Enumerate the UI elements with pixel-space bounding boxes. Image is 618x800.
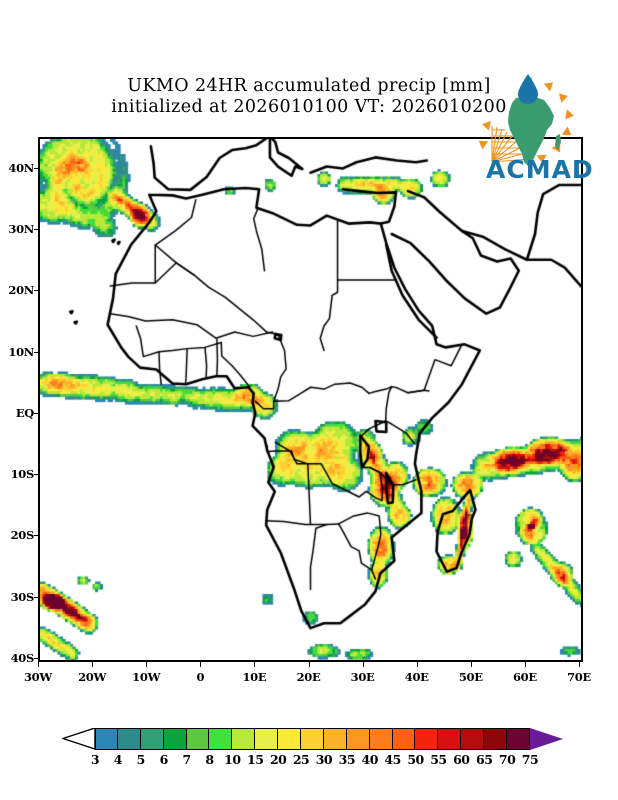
latitude-label: EQ: [15, 405, 34, 420]
longitude-label: 20E: [296, 670, 321, 684]
latitude-tick: [34, 535, 39, 537]
colorbar-tick-label: 6: [159, 752, 169, 767]
colorbar-tick-label: 40: [361, 752, 379, 767]
colorbar-tick-label: 50: [407, 752, 424, 767]
latitude-tick: [34, 596, 39, 598]
colorbar-swatch: [278, 728, 302, 750]
colorbar-tick-label: 10: [224, 752, 241, 767]
logo-text: ACMAD: [486, 155, 594, 182]
colorbar-swatch: [415, 728, 439, 750]
colorbar-swatch: [323, 728, 347, 750]
colorbar-swatch: [301, 728, 324, 750]
colorbar-tick-label: 3: [90, 752, 100, 767]
latitude-tick: [34, 228, 39, 230]
colorbar-tick-label: 15: [247, 752, 264, 767]
longitude-label: 30W: [23, 670, 53, 684]
colorbar-swatch: [507, 728, 530, 750]
colorbar-swatch: [209, 728, 233, 750]
logo-fan-lines: [491, 126, 530, 163]
colorbar-cells: [95, 728, 530, 750]
latitude-tick: [34, 658, 39, 659]
colorbar-swatch: [255, 728, 279, 750]
longitude-tick: [362, 662, 364, 667]
colorbar-swatch: [117, 728, 141, 750]
longitude-tick: [92, 662, 94, 667]
colorbar-tick-label: 8: [205, 752, 214, 767]
longitude-label: 50E: [458, 670, 483, 684]
colorbar-swatch: [438, 728, 462, 750]
precipitation-map: [38, 137, 583, 662]
latitude-tick: [34, 167, 39, 169]
longitude-label: 20W: [78, 670, 107, 684]
longitude-tick: [200, 662, 202, 667]
logo-africa-shape: [508, 96, 554, 166]
longitude-label: 70E: [567, 670, 591, 684]
latitude-label: 40S: [10, 651, 35, 665]
precipitation-field-canvas: [40, 139, 581, 660]
colorbar-tick-label: 25: [292, 752, 310, 767]
logo-water-drop-icon: [518, 74, 538, 104]
colorbar-tick-label: 5: [136, 752, 146, 767]
colorbar-swatch: [392, 728, 416, 750]
logo-madagascar-shape: [555, 134, 561, 150]
acmad-logo: ACMAD: [478, 74, 594, 182]
latitude-label: 10N: [8, 344, 34, 359]
colorbar-swatch: [232, 728, 256, 750]
longitude-tick: [470, 662, 472, 667]
longitude-tick: [38, 662, 39, 667]
latitude-tick: [34, 351, 39, 353]
colorbar-over-cap: [530, 728, 563, 750]
colorbar-under-cap: [62, 728, 96, 750]
colorbar-tick-label: 60: [453, 752, 470, 767]
latitude-tick: [34, 412, 39, 414]
longitude-axis: 30W 20W 10W 0 10E 20E 30E 40E 50E 60E 70E: [24, 662, 591, 688]
colorbar-tick-label: 45: [384, 752, 401, 767]
colorbar-swatch: [346, 728, 370, 750]
latitude-tick: [34, 474, 39, 476]
colorbar-swatch: [484, 728, 508, 750]
colorbar-swatch: [140, 728, 164, 750]
colorbar-tick-label: 75: [521, 752, 539, 767]
colorbar-swatch: [186, 728, 210, 750]
latitude-label: 30S: [10, 589, 35, 604]
longitude-tick: [416, 662, 418, 667]
colorbar-tick-label: 65: [476, 752, 493, 767]
latitude-label: 20S: [10, 528, 35, 543]
latitude-tick: [34, 290, 39, 292]
latitude-label: 20N: [8, 283, 34, 298]
longitude-label: 10W: [132, 670, 161, 684]
colorbar-swatch: [461, 728, 485, 750]
longitude-tick: [254, 662, 256, 667]
colorbar-tick-label: 4: [113, 752, 123, 767]
longitude-label: 10E: [242, 670, 267, 684]
colorbar-swatch: [163, 728, 187, 750]
colorbar-tick-label: 35: [338, 752, 356, 767]
colorbar-swatch: [95, 728, 118, 750]
longitude-label: 60E: [512, 670, 537, 684]
colorbar-tick-label: 70: [498, 752, 516, 767]
colorbar-tick-label: 30: [315, 752, 333, 767]
colorbar-tick-label: 55: [430, 752, 447, 767]
latitude-label: 30N: [8, 221, 34, 236]
longitude-label: 0: [196, 670, 205, 684]
longitude-label: 40E: [404, 670, 429, 684]
latitude-axis: 40N 30N 20N 10N EQ 10S 20S 30S 40S: [0, 137, 39, 665]
longitude-label: 30E: [350, 670, 375, 684]
latitude-label: 10S: [10, 467, 35, 482]
longitude-tick: [524, 662, 526, 667]
longitude-tick: [579, 662, 580, 667]
latitude-label: 40N: [8, 160, 34, 175]
colorbar-tick-label: 20: [269, 752, 287, 767]
colorbar: 3 4 5 6 7 8 10 15 20 25 30 35 40 45 50 55 60 65 70 75: [0, 722, 618, 782]
longitude-tick: [146, 662, 148, 667]
colorbar-tick-label: 7: [182, 752, 191, 767]
colorbar-swatch: [369, 728, 393, 750]
longitude-tick: [308, 662, 310, 667]
